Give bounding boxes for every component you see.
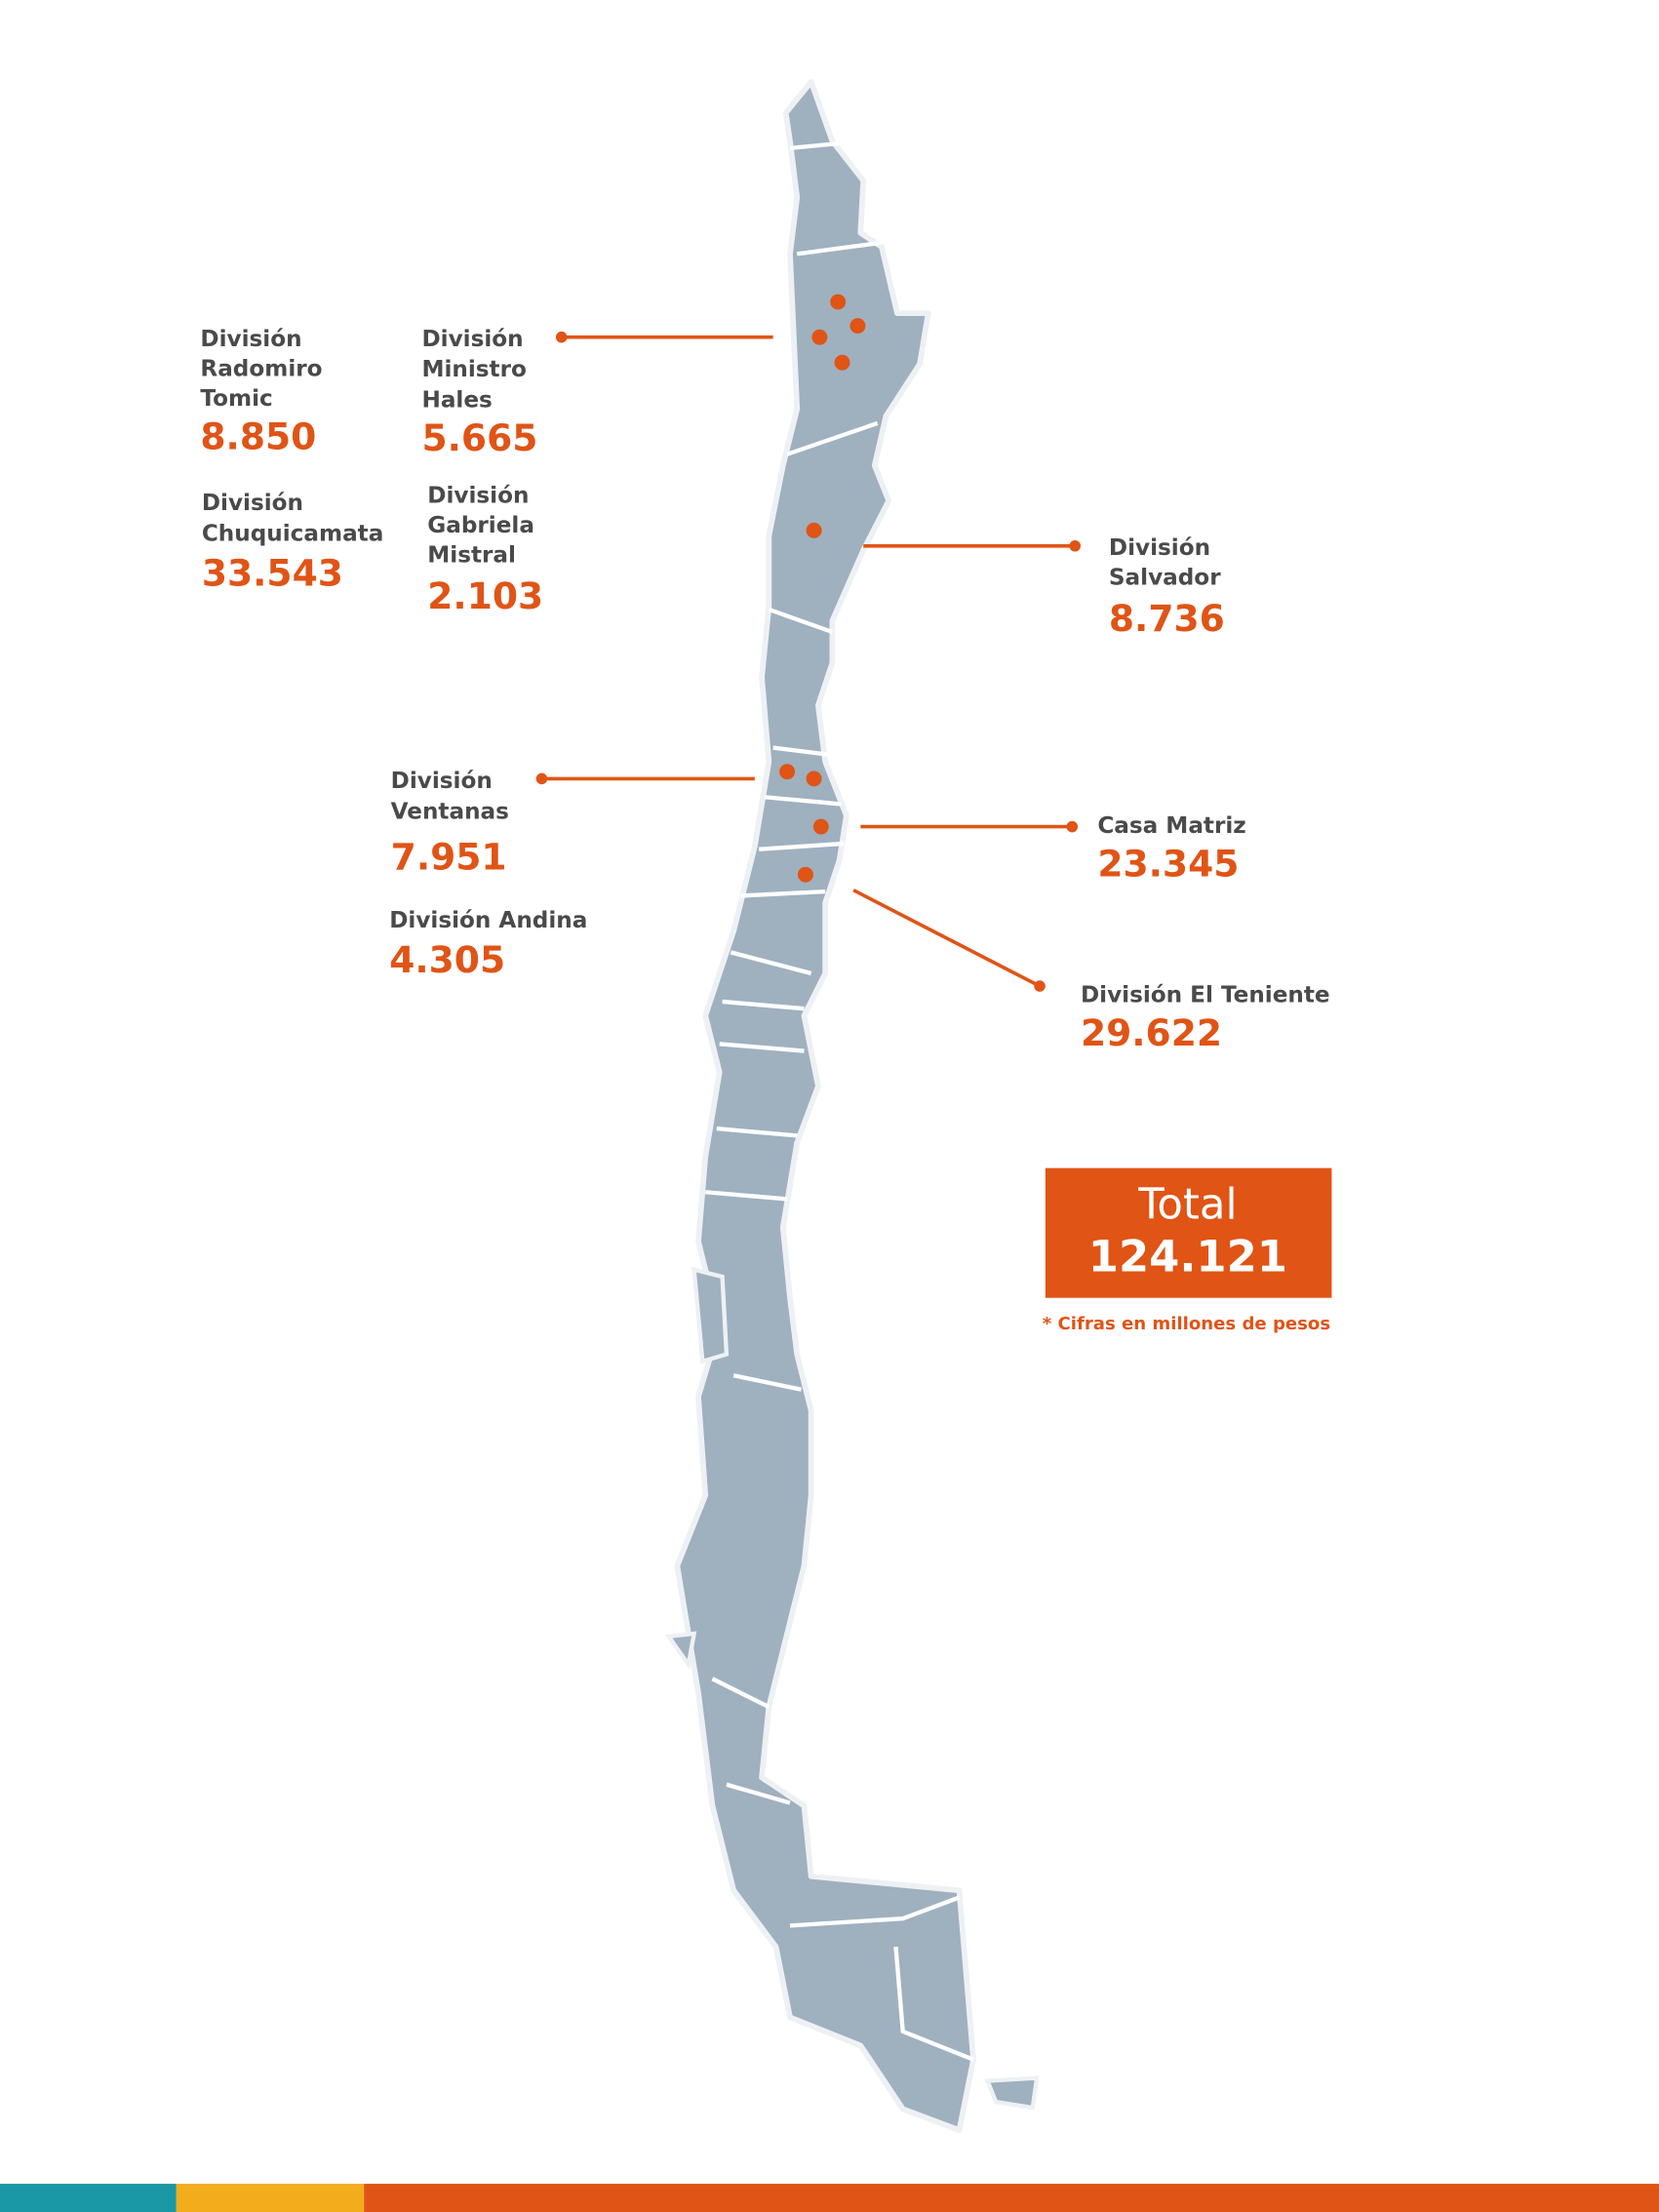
division-value: 8.736 bbox=[1109, 597, 1225, 640]
total-label: Total bbox=[1137, 1181, 1237, 1230]
site-dot bbox=[797, 866, 813, 883]
site-dot bbox=[830, 294, 847, 310]
total-box: Total 124.121 bbox=[1045, 1167, 1332, 1298]
division-value: 5.665 bbox=[421, 416, 537, 459]
division: Casa Matriz 23.345 bbox=[1097, 813, 1245, 886]
site-dot bbox=[779, 764, 796, 780]
division: División Ventanas 7.951 bbox=[391, 769, 509, 879]
leader-dot bbox=[535, 772, 548, 785]
map bbox=[664, 79, 1040, 2133]
division-value: 7.951 bbox=[391, 835, 507, 878]
bar-segment bbox=[0, 2184, 177, 2212]
division-name: Chuquicamata bbox=[202, 522, 384, 547]
division-name: División bbox=[200, 327, 301, 352]
island bbox=[984, 2075, 1040, 2111]
site-dot bbox=[806, 770, 822, 787]
division: División Salvador 8.736 bbox=[1109, 535, 1225, 640]
division-name: División Andina bbox=[389, 908, 587, 933]
site-dot bbox=[812, 818, 829, 835]
division-name: Tomic bbox=[200, 386, 272, 412]
leader-line bbox=[852, 889, 1041, 988]
division-name: Ventanas bbox=[391, 800, 509, 825]
division-name: División El Teniente bbox=[1081, 983, 1330, 1008]
leader-dot bbox=[1034, 980, 1046, 992]
country-shape bbox=[674, 79, 976, 2133]
division-name: Radomiro bbox=[200, 356, 322, 381]
leader-dot bbox=[1066, 820, 1079, 833]
bar-segment bbox=[176, 2184, 365, 2212]
bottom-bar bbox=[0, 2184, 1659, 2212]
site-dot bbox=[834, 354, 850, 371]
division-name: División bbox=[391, 769, 493, 794]
footnote: * Cifras en millones de pesos bbox=[1043, 1314, 1330, 1334]
site-dot bbox=[811, 329, 828, 345]
division-name: Ministro bbox=[421, 357, 526, 382]
division-name: Mistral bbox=[427, 542, 516, 568]
division: División El Teniente 29.622 bbox=[1081, 983, 1330, 1055]
total-value: 124.121 bbox=[1088, 1231, 1287, 1283]
division: División Gabriela Mistral 2.103 bbox=[427, 484, 543, 617]
division-value: 29.622 bbox=[1081, 1011, 1222, 1054]
division-name: Hales bbox=[421, 387, 492, 413]
division: División Andina 4.305 bbox=[389, 908, 587, 981]
division-name: Casa Matriz bbox=[1097, 813, 1245, 839]
site-dot bbox=[806, 522, 822, 538]
division-name: Salvador bbox=[1109, 566, 1221, 591]
division-labels: División Radomiro Tomic 8.850 División Minist… bbox=[200, 327, 1329, 1054]
site-dots bbox=[779, 294, 866, 883]
division-name: División bbox=[421, 327, 523, 352]
region-borders bbox=[705, 138, 974, 2062]
division-value: 8.850 bbox=[200, 415, 316, 457]
division-name: División bbox=[202, 491, 303, 516]
site-dot bbox=[849, 318, 866, 335]
division: División Radomiro Tomic 8.850 bbox=[200, 327, 322, 457]
division: División Chuquicamata 33.543 bbox=[202, 491, 384, 595]
division-name: División bbox=[1109, 535, 1210, 561]
leader-dot bbox=[1069, 539, 1081, 552]
division-name: Gabriela bbox=[427, 513, 534, 538]
leader-lines bbox=[535, 331, 1081, 992]
division-value: 4.305 bbox=[389, 938, 505, 981]
division: División Ministro Hales 5.665 bbox=[421, 327, 537, 459]
division-value: 33.543 bbox=[202, 552, 343, 595]
island bbox=[691, 1266, 730, 1364]
division-value: 2.103 bbox=[427, 574, 543, 617]
total-background bbox=[1045, 1167, 1332, 1298]
division-value: 23.345 bbox=[1097, 843, 1239, 886]
bar-segment bbox=[364, 2184, 1659, 2212]
island bbox=[664, 1631, 697, 1671]
leader-dot bbox=[555, 331, 568, 343]
division-name: División bbox=[427, 484, 529, 509]
